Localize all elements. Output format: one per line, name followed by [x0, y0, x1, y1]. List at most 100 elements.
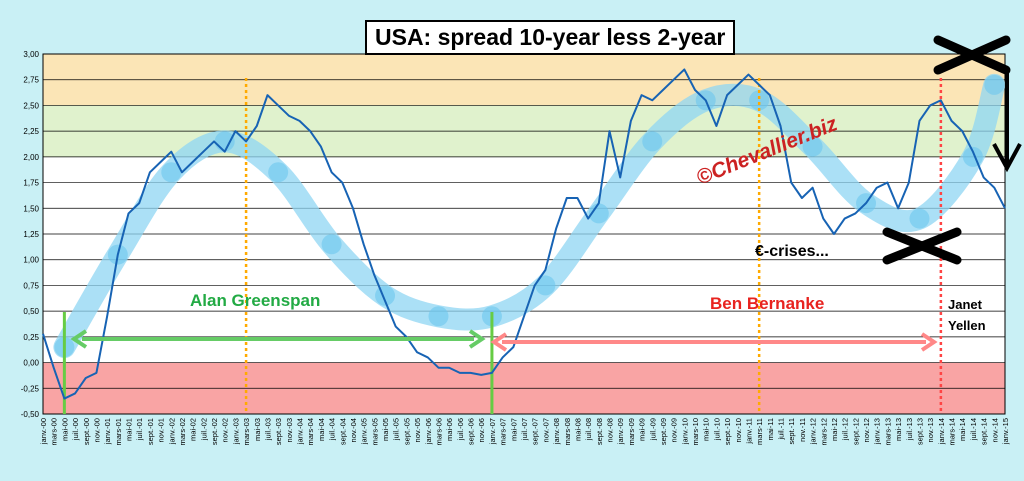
trend-dot	[984, 74, 1005, 95]
y-tick-label: 1,25	[23, 230, 39, 239]
y-tick-label: 0,50	[23, 307, 39, 316]
greenspan-label: Alan Greenspan	[190, 291, 320, 310]
x-tick-label: mai-14	[958, 418, 967, 441]
x-tick-label: nov.-11	[798, 418, 807, 442]
x-tick-label: juil.-05	[392, 418, 401, 441]
x-tick-label: juil.-00	[71, 418, 80, 441]
crises-label: €-crises...	[755, 243, 829, 260]
x-tick-label: janv.-15	[1001, 418, 1010, 445]
x-tick-label: sept.-11	[787, 418, 796, 445]
trend-dot	[214, 131, 235, 152]
x-tick-label: juil.-04	[328, 418, 337, 441]
y-tick-label: 1,00	[23, 256, 39, 265]
trend-dot	[642, 131, 663, 152]
y-tick-label: 1,50	[23, 204, 39, 213]
x-tick-label: mai-01	[125, 418, 134, 441]
trend-dot	[909, 208, 930, 229]
x-tick-label: sept.-10	[723, 418, 732, 445]
x-tick-label: juil.-07	[520, 418, 529, 441]
x-tick-label: nov.-06	[477, 418, 486, 442]
x-tick-label: mars-13	[883, 418, 892, 446]
x-tick-label: janv.-06	[424, 418, 433, 445]
x-tick-label: janv.-04	[296, 418, 305, 445]
x-tick-label: mars-04	[306, 418, 315, 446]
x-tick-label: mars-09	[627, 418, 636, 446]
y-tick-labels: 3,00 2,75 2,50 2,25 2,00 1,75 1,50 1,25 1,00 0,75…	[21, 50, 40, 419]
x-tick-label: mai-11	[766, 418, 775, 440]
y-tick-label: 0,25	[23, 333, 39, 342]
x-tick-label: janv.-12	[809, 418, 818, 445]
bernanke-arrow-head-right	[920, 332, 938, 352]
x-tick-label: sept.-06	[467, 418, 476, 445]
y-tick-label: 2,00	[23, 153, 39, 162]
x-tick-label: mai-12	[830, 418, 839, 441]
x-tick-label: mai-07	[509, 418, 518, 441]
x-tick-label: juil.-10	[712, 418, 721, 441]
down-arrow	[992, 72, 1022, 173]
x-tick-label: sept.-13	[915, 418, 924, 445]
x-tick-label: mai-13	[894, 418, 903, 441]
y-tick-label: 2,50	[23, 101, 39, 110]
x-tick-label: mai-03	[253, 418, 262, 441]
x-tick-label: janv.-13	[873, 418, 882, 445]
x-tick-label: nov.-08	[606, 418, 615, 442]
y-tick-label: -0,25	[21, 384, 40, 393]
x-tick-label: sept.-09	[659, 418, 668, 445]
cross-mark-bottom	[882, 227, 962, 265]
series-lines	[42, 68, 1006, 400]
x-tick-label: janv.-03	[231, 418, 240, 445]
x-tick-label: mai-06	[445, 418, 454, 441]
x-tick-label: janv.-14	[937, 418, 946, 445]
x-tick-label: nov.-00	[92, 418, 101, 442]
x-tick-label: janv.-02	[167, 418, 176, 445]
chart-title: USA: spread 10-year less 2-year	[365, 20, 736, 55]
x-tick-label: nov.-07	[541, 418, 550, 442]
x-tick-label: juil.-14	[969, 418, 978, 441]
y-tick-label: 3,00	[23, 50, 39, 59]
trend-dot	[588, 203, 609, 224]
x-tick-label: mai-00	[60, 418, 69, 441]
yellen-label-line2: Yellen	[948, 318, 986, 333]
x-tick-label: mai-04	[317, 418, 326, 441]
y-tick-label: 2,25	[23, 127, 39, 136]
down-arrow-head	[992, 143, 1022, 173]
bernanke-label: Ben Bernanke	[710, 294, 824, 313]
x-tick-label: mars-06	[434, 418, 443, 446]
x-tick-label: sept.-04	[338, 418, 347, 445]
x-tick-label: sept.-12	[851, 418, 860, 445]
x-tick-label: sept.-14	[980, 418, 989, 445]
x-tick-label: juil.-12	[841, 418, 850, 441]
trend-dot	[161, 162, 182, 183]
x-tick-label: janv.-10	[680, 418, 689, 445]
x-tick-label: sept.-03	[274, 418, 283, 445]
trend-dot	[535, 275, 556, 296]
greenspan-arrow	[70, 329, 486, 349]
x-tick-label: juil.-01	[135, 418, 144, 441]
x-tick-label: nov.-04	[349, 418, 358, 442]
x-tick-label: nov.-05	[413, 418, 422, 442]
x-tick-label: mars-02	[178, 418, 187, 446]
x-tick-label: mars-10	[691, 418, 700, 446]
x-tick-label: mars-03	[242, 418, 251, 446]
x-tick-label: janv.-08	[552, 418, 561, 445]
yellen-label-line1: Janet	[948, 297, 983, 312]
x-tick-label: juil.-13	[905, 418, 914, 441]
greenspan-arrow-head-left	[70, 329, 88, 349]
x-tick-label: nov.-10	[734, 418, 743, 442]
x-tick-label: janv.-07	[488, 418, 497, 445]
greenspan-arrow-head-right	[468, 329, 486, 349]
x-tick-labels: janv.-00 mars-00 mai-00 juil.-00 sept.-00 nov…	[39, 418, 1010, 446]
y-tick-label: 0,00	[23, 359, 39, 368]
x-tick-label: mars-14	[948, 418, 957, 446]
x-tick-label: nov.-12	[862, 418, 871, 442]
x-tick-label: juil.-02	[199, 418, 208, 441]
trend-dot	[428, 306, 449, 327]
x-tick-label: mars-01	[114, 418, 123, 446]
x-tick-label: juil.-03	[263, 418, 272, 441]
trend-dot	[802, 136, 823, 157]
x-tick-label: nov.-01	[157, 418, 166, 442]
x-tick-label: mai-08	[573, 418, 582, 441]
x-tick-label: janv.-05	[360, 418, 369, 445]
x-tick-label: juil.-09	[648, 418, 657, 441]
x-tick-label: janv.-09	[616, 418, 625, 445]
